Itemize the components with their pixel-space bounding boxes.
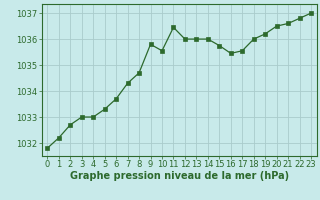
X-axis label: Graphe pression niveau de la mer (hPa): Graphe pression niveau de la mer (hPa) — [70, 171, 289, 181]
